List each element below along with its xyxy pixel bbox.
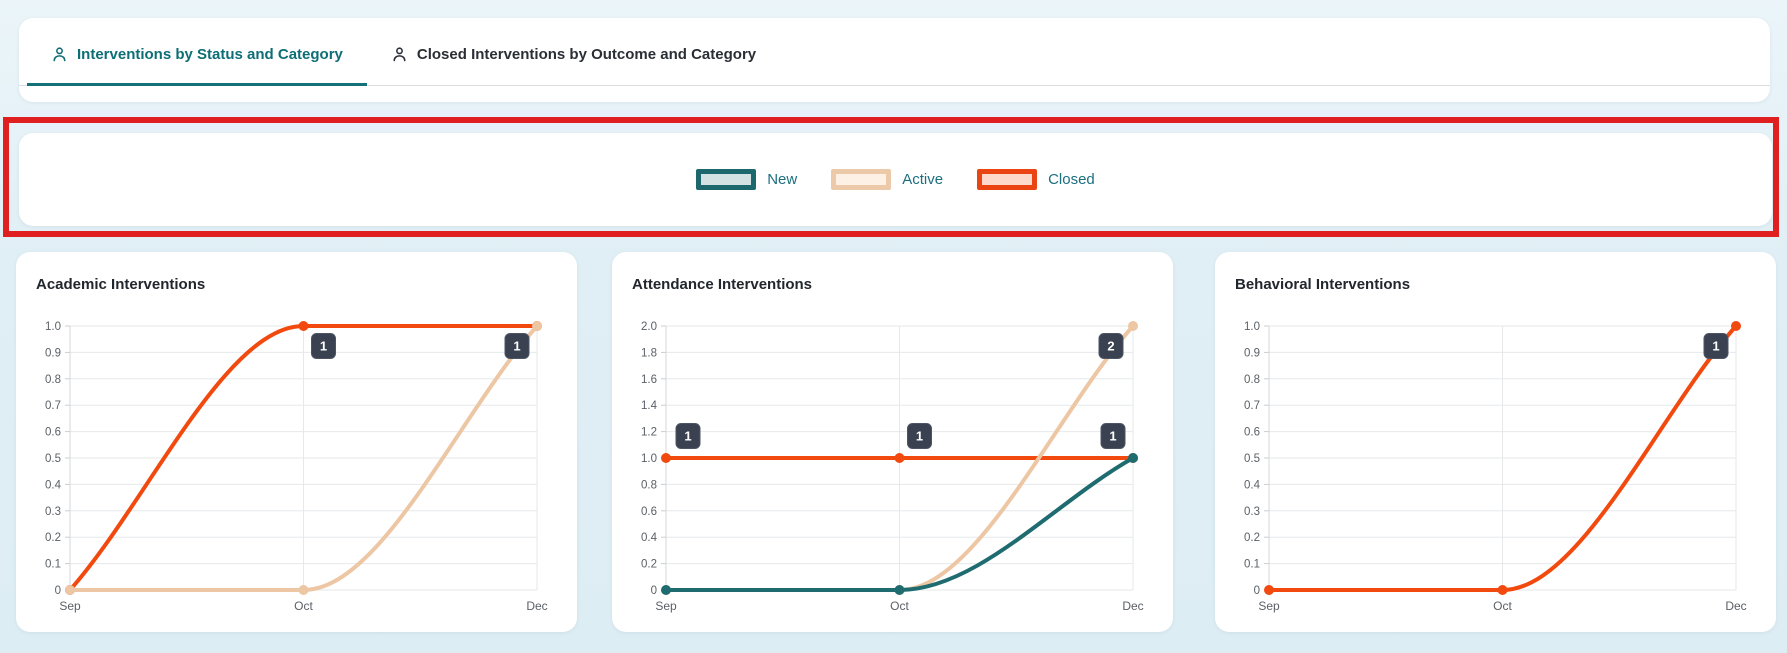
svg-text:Oct: Oct xyxy=(1493,599,1512,613)
svg-text:1: 1 xyxy=(1712,339,1719,354)
chart-card-behavioral: Behavioral Interventions 1.0 0.9 0.8 0.7 0.6… xyxy=(1215,252,1776,632)
legend-item-active[interactable]: Active xyxy=(831,169,943,190)
svg-text:0.8: 0.8 xyxy=(45,374,61,386)
svg-text:0.1: 0.1 xyxy=(45,559,61,571)
person-icon xyxy=(53,47,66,62)
svg-text:1: 1 xyxy=(684,429,691,444)
svg-text:0.5: 0.5 xyxy=(45,453,61,465)
value-badge: 2 xyxy=(1098,333,1124,359)
svg-text:1.0: 1.0 xyxy=(45,321,61,333)
behavioral-interventions-chart: 1.0 0.9 0.8 0.7 0.6 0.5 0.4 0.3 0.2 0.1 0 Sep Oct Dec… xyxy=(1244,321,1747,613)
legend-swatch xyxy=(831,169,892,190)
svg-text:Sep: Sep xyxy=(655,599,677,613)
svg-text:1: 1 xyxy=(1109,429,1116,444)
svg-text:0.4: 0.4 xyxy=(45,479,62,491)
tab-label: Interventions by Status and Category xyxy=(77,46,343,63)
svg-text:Dec: Dec xyxy=(1122,599,1143,613)
svg-text:Sep: Sep xyxy=(59,599,81,613)
svg-text:0.6: 0.6 xyxy=(1244,427,1260,439)
svg-text:0.7: 0.7 xyxy=(1244,400,1260,412)
academic-interventions-chart: 1.0 0.9 0.8 0.7 0.6 0.5 0.4 0.3 0.2 0.1 0 Sep Oct Dec… xyxy=(45,321,548,613)
legend-item-new[interactable]: New xyxy=(696,169,797,190)
svg-text:1.6: 1.6 xyxy=(641,374,657,386)
chart-title: Behavioral Interventions xyxy=(1235,276,1411,293)
chart-title: Academic Interventions xyxy=(36,276,206,293)
svg-text:0.8: 0.8 xyxy=(1244,374,1260,386)
svg-text:0.2: 0.2 xyxy=(45,532,61,544)
svg-text:0.8: 0.8 xyxy=(641,479,657,491)
legend-label: Closed xyxy=(1048,171,1095,188)
svg-text:0.6: 0.6 xyxy=(45,427,61,439)
svg-text:2: 2 xyxy=(1107,339,1114,354)
svg-text:Dec: Dec xyxy=(526,599,547,613)
svg-text:1: 1 xyxy=(320,339,327,354)
svg-text:0.9: 0.9 xyxy=(1244,347,1260,359)
svg-text:1: 1 xyxy=(513,339,520,354)
legend-swatch xyxy=(977,169,1038,190)
tab-closed-interventions-by-outcome[interactable]: Closed Interventions by Outcome and Cate… xyxy=(367,18,780,86)
legend-label: Active xyxy=(902,171,944,188)
svg-text:0.2: 0.2 xyxy=(1244,532,1260,544)
svg-text:0.5: 0.5 xyxy=(1244,453,1260,465)
person-icon xyxy=(393,47,406,62)
tab-bar: Interventions by Status and Category Clo… xyxy=(19,18,1770,102)
svg-text:1.8: 1.8 xyxy=(641,347,657,359)
svg-text:1.0: 1.0 xyxy=(1244,321,1260,333)
value-badge: 1 xyxy=(907,423,932,449)
svg-text:Dec: Dec xyxy=(1725,599,1746,613)
svg-text:1.2: 1.2 xyxy=(641,427,657,439)
value-badge: 1 xyxy=(504,333,530,359)
svg-text:0.6: 0.6 xyxy=(641,506,657,518)
svg-text:0.2: 0.2 xyxy=(641,559,657,571)
svg-text:0.3: 0.3 xyxy=(45,506,61,518)
svg-text:2.0: 2.0 xyxy=(641,321,657,333)
svg-text:0.7: 0.7 xyxy=(45,400,61,412)
value-badge: 1 xyxy=(1100,423,1126,449)
svg-text:Sep: Sep xyxy=(1258,599,1280,613)
value-badge: 1 xyxy=(1703,333,1729,359)
tab-label: Closed Interventions by Outcome and Cate… xyxy=(416,46,757,63)
tab-interventions-by-status[interactable]: Interventions by Status and Category xyxy=(27,18,367,86)
annotation-highlight-box: New Active Closed xyxy=(3,117,1779,237)
svg-text:0: 0 xyxy=(1254,585,1260,597)
svg-text:1.4: 1.4 xyxy=(641,400,658,412)
svg-text:0.3: 0.3 xyxy=(1244,506,1260,518)
svg-text:0: 0 xyxy=(55,585,61,597)
legend-swatch xyxy=(696,169,757,190)
chart-card-attendance: Attendance Interventions 2.0 1.8 1.6 1.4 1.2… xyxy=(612,252,1173,632)
value-badge: 1 xyxy=(311,333,336,359)
value-badge: 1 xyxy=(675,423,701,449)
chart-title: Attendance Interventions xyxy=(632,276,813,293)
chart-legend: New Active Closed xyxy=(19,133,1772,226)
svg-text:0.1: 0.1 xyxy=(1244,559,1260,571)
svg-text:1.0: 1.0 xyxy=(641,453,657,465)
tabs-row: Interventions by Status and Category Clo… xyxy=(19,18,1770,86)
svg-text:0: 0 xyxy=(651,585,657,597)
svg-text:Oct: Oct xyxy=(890,599,909,613)
legend-item-closed[interactable]: Closed xyxy=(977,169,1095,190)
chart-card-academic: Academic Interventions 1.0 0.9 0.8 0.7 0.6 0.… xyxy=(16,252,577,632)
svg-text:0.9: 0.9 xyxy=(45,347,61,359)
svg-text:0.4: 0.4 xyxy=(641,532,658,544)
svg-text:Oct: Oct xyxy=(294,599,313,613)
attendance-interventions-chart: 2.0 1.8 1.6 1.4 1.2 1.0 0.8 0.6 0.4 0.2 0 Sep Oct Dec… xyxy=(641,321,1144,613)
svg-text:1: 1 xyxy=(916,429,923,444)
svg-text:0.4: 0.4 xyxy=(1244,479,1261,491)
legend-label: New xyxy=(767,171,798,188)
